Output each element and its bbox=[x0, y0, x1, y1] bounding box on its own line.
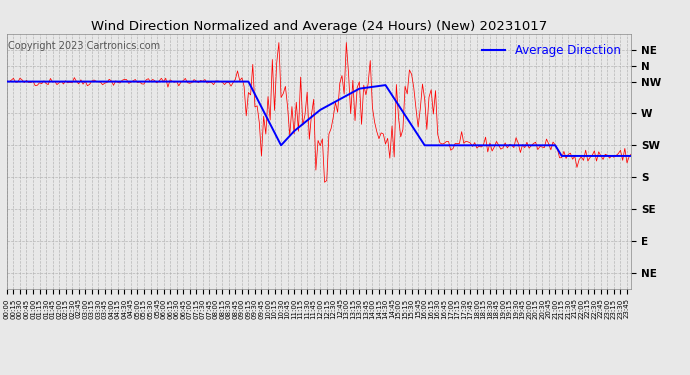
Text: Copyright 2023 Cartronics.com: Copyright 2023 Cartronics.com bbox=[8, 41, 159, 51]
Title: Wind Direction Normalized and Average (24 Hours) (New) 20231017: Wind Direction Normalized and Average (2… bbox=[91, 20, 547, 33]
Legend: Average Direction: Average Direction bbox=[477, 40, 625, 62]
